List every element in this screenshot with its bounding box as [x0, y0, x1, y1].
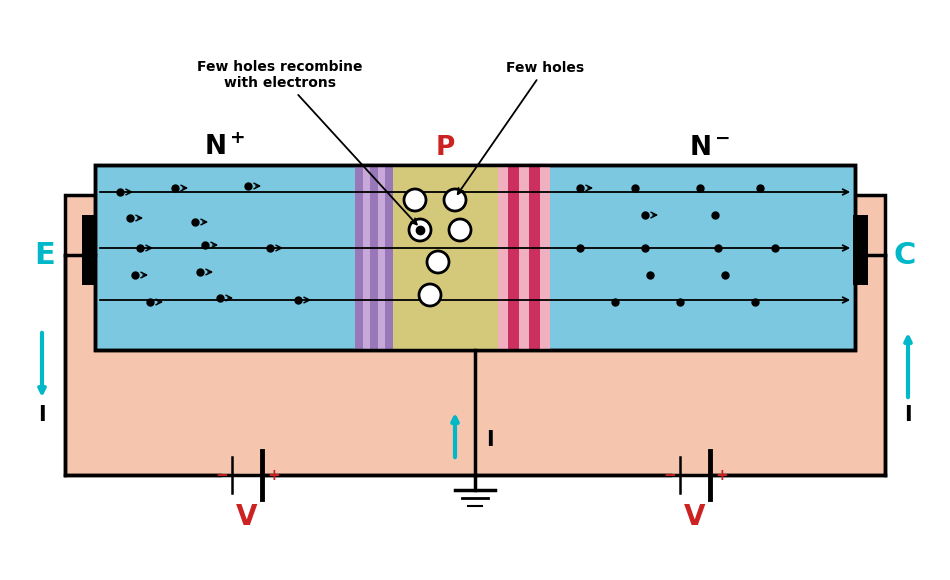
Text: −: − — [664, 467, 676, 483]
Text: +: + — [268, 467, 280, 483]
Text: −: − — [216, 467, 228, 483]
Bar — [386, 165, 393, 350]
Circle shape — [409, 219, 431, 241]
Circle shape — [449, 219, 471, 241]
Bar — [498, 165, 550, 350]
Bar — [82, 215, 97, 285]
Bar — [355, 165, 363, 350]
Text: P: P — [435, 135, 455, 161]
Bar — [853, 215, 868, 285]
Bar — [498, 165, 508, 350]
Circle shape — [444, 189, 466, 211]
Bar — [65, 195, 885, 475]
Bar — [540, 165, 550, 350]
Bar — [529, 165, 540, 350]
Bar — [363, 165, 371, 350]
Bar — [519, 165, 529, 350]
Text: Few holes: Few holes — [458, 61, 584, 194]
Text: I: I — [904, 405, 912, 425]
Bar — [378, 165, 386, 350]
Text: E: E — [34, 241, 55, 270]
Bar — [355, 165, 393, 350]
Text: V: V — [684, 503, 706, 531]
Bar — [95, 165, 855, 350]
Bar — [393, 165, 498, 350]
Text: C: C — [894, 241, 916, 270]
Text: $\mathbf{N^-}$: $\mathbf{N^-}$ — [690, 135, 731, 161]
Circle shape — [427, 251, 449, 273]
Text: V: V — [237, 503, 257, 531]
Bar — [370, 165, 378, 350]
Text: +: + — [715, 467, 729, 483]
Text: I: I — [38, 405, 46, 425]
Bar — [95, 165, 855, 350]
Text: $\mathbf{N^+}$: $\mathbf{N^+}$ — [204, 135, 246, 161]
Circle shape — [404, 189, 426, 211]
Circle shape — [419, 284, 441, 306]
Bar — [508, 165, 519, 350]
Text: Few holes recombine
with electrons: Few holes recombine with electrons — [198, 60, 417, 224]
Text: I: I — [486, 430, 494, 450]
